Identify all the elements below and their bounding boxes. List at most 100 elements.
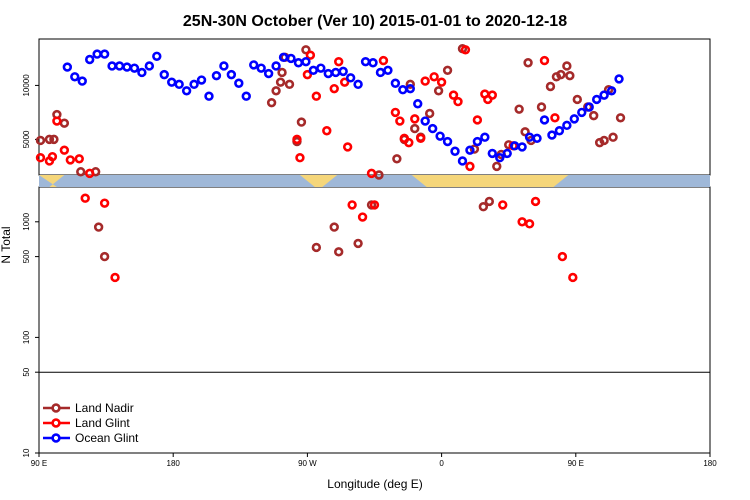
strip-land-1 — [299, 175, 338, 187]
point-s2-15 — [174, 79, 184, 90]
lower-y-tick-label-2: 100 — [22, 330, 31, 344]
point-s1-16 — [322, 126, 332, 136]
point-s2-12 — [152, 51, 162, 61]
point-s1-17 — [329, 83, 339, 94]
point-s0-26 — [405, 79, 415, 90]
point-s1-42 — [487, 90, 497, 100]
x-tick-label-2: 90 W — [298, 459, 317, 468]
point-s1-9 — [99, 198, 110, 208]
point-s0-41 — [523, 58, 533, 68]
point-s0-35 — [484, 196, 495, 207]
point-s2-51 — [442, 136, 453, 147]
point-s2-19 — [204, 91, 214, 101]
point-s2-4 — [92, 49, 102, 59]
point-s0-44 — [545, 81, 556, 92]
strip-land-2 — [411, 175, 569, 187]
point-s2-41 — [368, 58, 378, 68]
point-s0-53 — [599, 135, 609, 146]
point-s1-43 — [498, 200, 508, 210]
x-tick-label-5: 180 — [703, 459, 717, 468]
point-s2-6 — [107, 61, 117, 71]
point-s2-72 — [599, 90, 609, 100]
point-s1-7 — [80, 193, 90, 203]
legend-label-1: Land Glint — [75, 416, 130, 430]
point-s2-30 — [286, 53, 296, 64]
point-s0-17 — [301, 45, 311, 55]
point-s0-34 — [478, 202, 489, 212]
point-s1-39 — [472, 115, 483, 125]
point-s1-12 — [295, 153, 305, 163]
point-s2-50 — [435, 131, 445, 141]
point-s0-43 — [536, 102, 547, 112]
point-s2-65 — [547, 130, 557, 140]
point-s1-15 — [311, 91, 322, 101]
point-s2-5 — [99, 49, 110, 59]
point-s2-36 — [331, 67, 341, 78]
point-s2-32 — [301, 56, 311, 67]
point-s0-7 — [93, 222, 104, 232]
point-s2-33 — [308, 65, 319, 76]
point-s1-14 — [305, 50, 316, 60]
point-s2-59 — [502, 148, 512, 159]
series-2 — [62, 49, 624, 166]
legend-label-0: Land Nadir — [75, 401, 134, 415]
point-s0-2 — [49, 134, 59, 145]
point-s1-27 — [395, 116, 405, 126]
point-s0-10 — [271, 86, 281, 96]
point-s0-24 — [392, 154, 402, 164]
point-s2-9 — [129, 63, 140, 73]
point-s0-40 — [520, 127, 530, 137]
point-s2-21 — [219, 61, 229, 71]
point-s1-23 — [366, 168, 377, 179]
point-s2-63 — [532, 133, 542, 144]
point-s1-46 — [524, 219, 535, 229]
point-s2-60 — [509, 141, 520, 151]
upper-y-tick-label-0: 5000 — [22, 130, 31, 148]
x-tick-label-4: 90 E — [568, 459, 584, 468]
point-s0-46 — [556, 69, 566, 80]
point-s2-40 — [360, 56, 371, 67]
point-s2-31 — [293, 58, 304, 68]
point-s2-38 — [345, 73, 356, 83]
point-s2-46 — [405, 83, 415, 94]
point-s2-18 — [196, 75, 207, 85]
point-s2-11 — [144, 61, 155, 71]
point-s2-24 — [241, 91, 251, 101]
point-s2-28 — [271, 61, 281, 71]
point-s0-20 — [334, 247, 344, 257]
point-s1-33 — [429, 72, 439, 82]
point-s2-56 — [480, 132, 490, 142]
point-s1-51 — [568, 272, 578, 283]
point-s2-35 — [323, 68, 333, 79]
point-s1-8 — [84, 168, 95, 179]
point-s0-4 — [59, 118, 70, 128]
point-s1-2 — [47, 151, 58, 162]
point-s2-26 — [256, 63, 266, 73]
point-s1-48 — [539, 55, 550, 66]
point-s1-19 — [339, 77, 350, 87]
x-tick-label-1: 180 — [167, 459, 181, 468]
legend-marker-0 — [51, 403, 61, 413]
point-s2-22 — [226, 69, 237, 80]
point-s1-49 — [550, 113, 560, 123]
point-s1-20 — [342, 142, 353, 152]
point-s2-49 — [427, 123, 438, 134]
point-s0-16 — [296, 117, 307, 127]
point-s2-71 — [591, 94, 602, 105]
point-s0-36 — [492, 161, 502, 172]
point-s2-73 — [606, 86, 617, 96]
point-s1-47 — [530, 196, 541, 207]
point-s0-51 — [588, 110, 599, 121]
point-s2-44 — [390, 78, 401, 88]
point-s0-49 — [572, 94, 582, 105]
point-s0-27 — [410, 123, 420, 134]
strip-land-0 — [39, 175, 65, 187]
point-s2-57 — [487, 148, 497, 159]
lower-y-axis: 1000 500 100 50 10 — [22, 212, 39, 457]
point-s0-1 — [44, 134, 55, 145]
point-s1-24 — [369, 200, 380, 210]
x-axis: 90 E 180 90 W 0 90 E 180 — [31, 453, 717, 468]
point-s2-68 — [569, 114, 580, 124]
point-s1-6 — [74, 154, 84, 164]
point-s1-50 — [557, 251, 568, 262]
